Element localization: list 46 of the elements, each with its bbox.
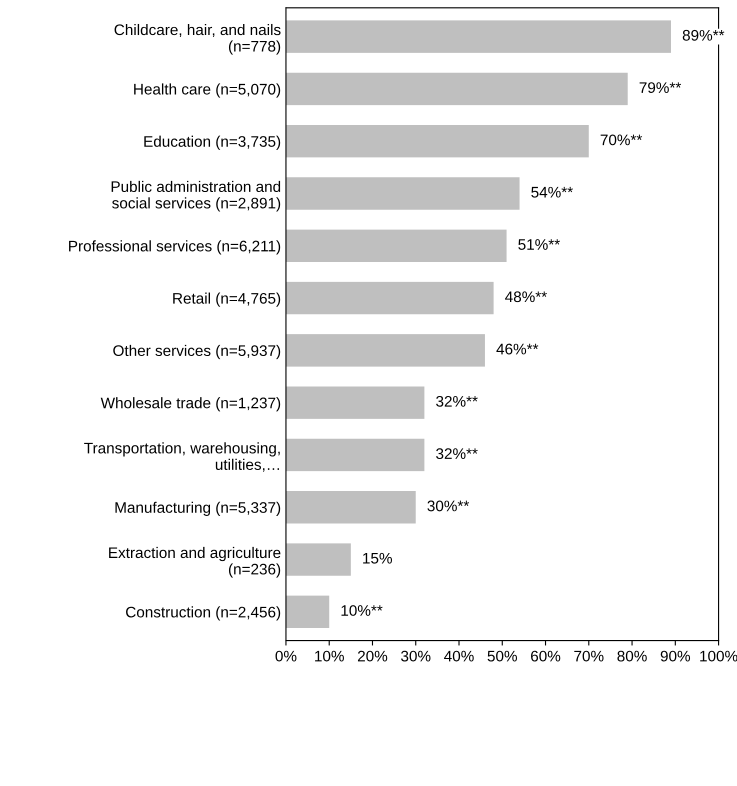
y-tick-label: Transportation, warehousing, utilities,… xyxy=(84,442,280,472)
data-label: 30%** xyxy=(427,500,470,512)
bar xyxy=(286,334,485,367)
bar xyxy=(286,438,424,472)
data-label: 70%** xyxy=(600,134,642,146)
x-tick-label: 90% xyxy=(660,650,690,662)
data-label: 32%** xyxy=(436,448,478,460)
bar xyxy=(286,596,330,628)
bar xyxy=(286,177,520,210)
y-tick-label: Professional services (n=6,211) xyxy=(69,240,280,254)
y-tick-label: Other services (n=5,937) xyxy=(113,344,280,360)
bar xyxy=(286,543,351,576)
bar xyxy=(286,124,589,158)
x-tick-label: 70% xyxy=(574,650,604,662)
x-tick-label: 20% xyxy=(358,650,388,662)
x-tick-label: 0% xyxy=(276,650,296,662)
bar xyxy=(286,282,494,314)
y-tick-label: Retail (n=4,765) xyxy=(173,292,280,307)
x-tick-label: 30% xyxy=(401,650,430,662)
x-tick-label: 80% xyxy=(617,650,647,662)
data-label: 51%** xyxy=(518,239,560,250)
data-label: 54%** xyxy=(531,186,573,198)
y-tick-label: Construction (n=2,456) xyxy=(126,606,280,621)
y-tick-label: Childcare, hair, and nails (n=778) xyxy=(114,24,281,55)
x-tick-label: 40% xyxy=(444,650,474,662)
y-tick-label: Wholesale trade (n=1,237) xyxy=(100,397,280,412)
x-tick-label: 50% xyxy=(488,650,518,662)
x-tick-label: 10% xyxy=(315,650,344,662)
data-label: 79%** xyxy=(640,82,682,94)
bar xyxy=(286,491,416,524)
y-tick-label: Public administration and social services (n=2,891) xyxy=(112,180,280,212)
y-tick-label: Health care (n=5,070) xyxy=(134,83,280,98)
bar xyxy=(286,386,424,419)
data-label: 15% xyxy=(363,552,392,564)
data-label: 89%** xyxy=(682,30,724,41)
x-tick-label: 60% xyxy=(531,650,560,662)
y-tick-label: Manufacturing (n=5,337) xyxy=(115,502,280,516)
data-label: 32%** xyxy=(436,396,478,407)
y-tick-label: Education (n=3,735) xyxy=(144,136,280,150)
data-label: 46%** xyxy=(496,344,538,354)
data-label: 10%** xyxy=(341,605,383,616)
y-tick-label: Extraction and agriculture (n=236) xyxy=(109,546,280,578)
data-label: 48%** xyxy=(505,291,547,302)
bar xyxy=(286,230,507,262)
bar xyxy=(286,20,671,53)
bar xyxy=(286,72,628,106)
